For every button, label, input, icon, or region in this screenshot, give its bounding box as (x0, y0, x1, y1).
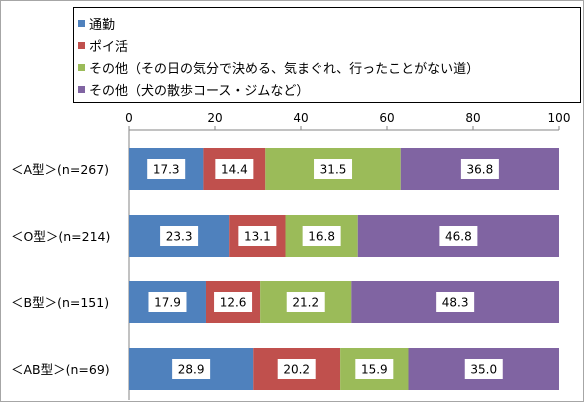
data-label: 13.1 (244, 230, 271, 244)
category-label: ＜A型＞(n=267) (11, 162, 109, 177)
x-tick-label: 100 (548, 111, 571, 125)
data-label: 46.8 (445, 230, 472, 244)
data-label: 31.5 (320, 163, 347, 177)
legend-item-poikatsu: ポイ活 (78, 35, 128, 55)
legend-label-commute: 通勤 (89, 17, 116, 33)
x-tick-label: 80 (465, 111, 480, 125)
x-tick-label: 0 (125, 111, 133, 125)
legend-label-poikatsu: ポイ活 (89, 39, 129, 55)
legend-swatch-poikatsu (78, 41, 85, 49)
data-label-box (238, 226, 277, 246)
data-label-box (148, 292, 187, 312)
data-label-box (160, 226, 199, 246)
data-label: 16.8 (308, 230, 335, 244)
data-label: 17.9 (154, 296, 181, 310)
category-label: ＜AB型＞(n=69) (11, 362, 110, 377)
legend-swatch-other-mood (78, 63, 85, 71)
legend-item-other-dog: その他（犬の散歩コース・ジムなど） (78, 79, 309, 99)
data-label-box (172, 359, 211, 379)
data-label: 12.6 (220, 296, 247, 310)
data-label-box (147, 159, 186, 179)
data-label-box (439, 226, 478, 246)
data-label-box (302, 226, 341, 246)
data-label-box (215, 159, 254, 179)
chart-legend: 通勤 ポイ活 その他（その日の気分で決める、気まぐれ、行ったことがない道） その… (73, 7, 581, 103)
data-label: 15.9 (361, 363, 388, 377)
data-label-box (436, 292, 475, 312)
data-label-box (355, 359, 394, 379)
data-label: 48.3 (442, 296, 469, 310)
data-label-box (314, 159, 353, 179)
data-label-box (460, 159, 499, 179)
legend-label-other-mood: その他（その日の気分で決める、気まぐれ、行ったことがない道） (89, 61, 480, 77)
data-label: 20.2 (283, 363, 310, 377)
data-label: 14.4 (221, 163, 248, 177)
data-label-box (286, 292, 325, 312)
x-tick-label: 20 (207, 111, 222, 125)
legend-item-other-mood: その他（その日の気分で決める、気まぐれ、行ったことがない道） (78, 57, 479, 77)
data-label-box (277, 359, 316, 379)
data-label: 35.0 (470, 363, 497, 377)
x-tick-label: 60 (379, 111, 394, 125)
data-label: 21.2 (292, 296, 319, 310)
x-tick-label: 40 (293, 111, 308, 125)
legend-swatch-commute (78, 19, 85, 27)
data-label: 28.9 (178, 363, 205, 377)
legend-swatch-other-dog (78, 85, 85, 93)
category-label: ＜O型＞(n=214) (11, 229, 110, 244)
category-label: ＜B型＞(n=151) (11, 295, 109, 310)
data-label-box (214, 292, 253, 312)
data-label: 23.3 (166, 230, 193, 244)
data-label-box (464, 359, 503, 379)
data-label: 36.8 (467, 163, 494, 177)
data-label: 17.3 (153, 163, 180, 177)
legend-item-commute: 通勤 (78, 13, 115, 33)
legend-label-other-dog: その他（犬の散歩コース・ジムなど） (89, 83, 310, 99)
